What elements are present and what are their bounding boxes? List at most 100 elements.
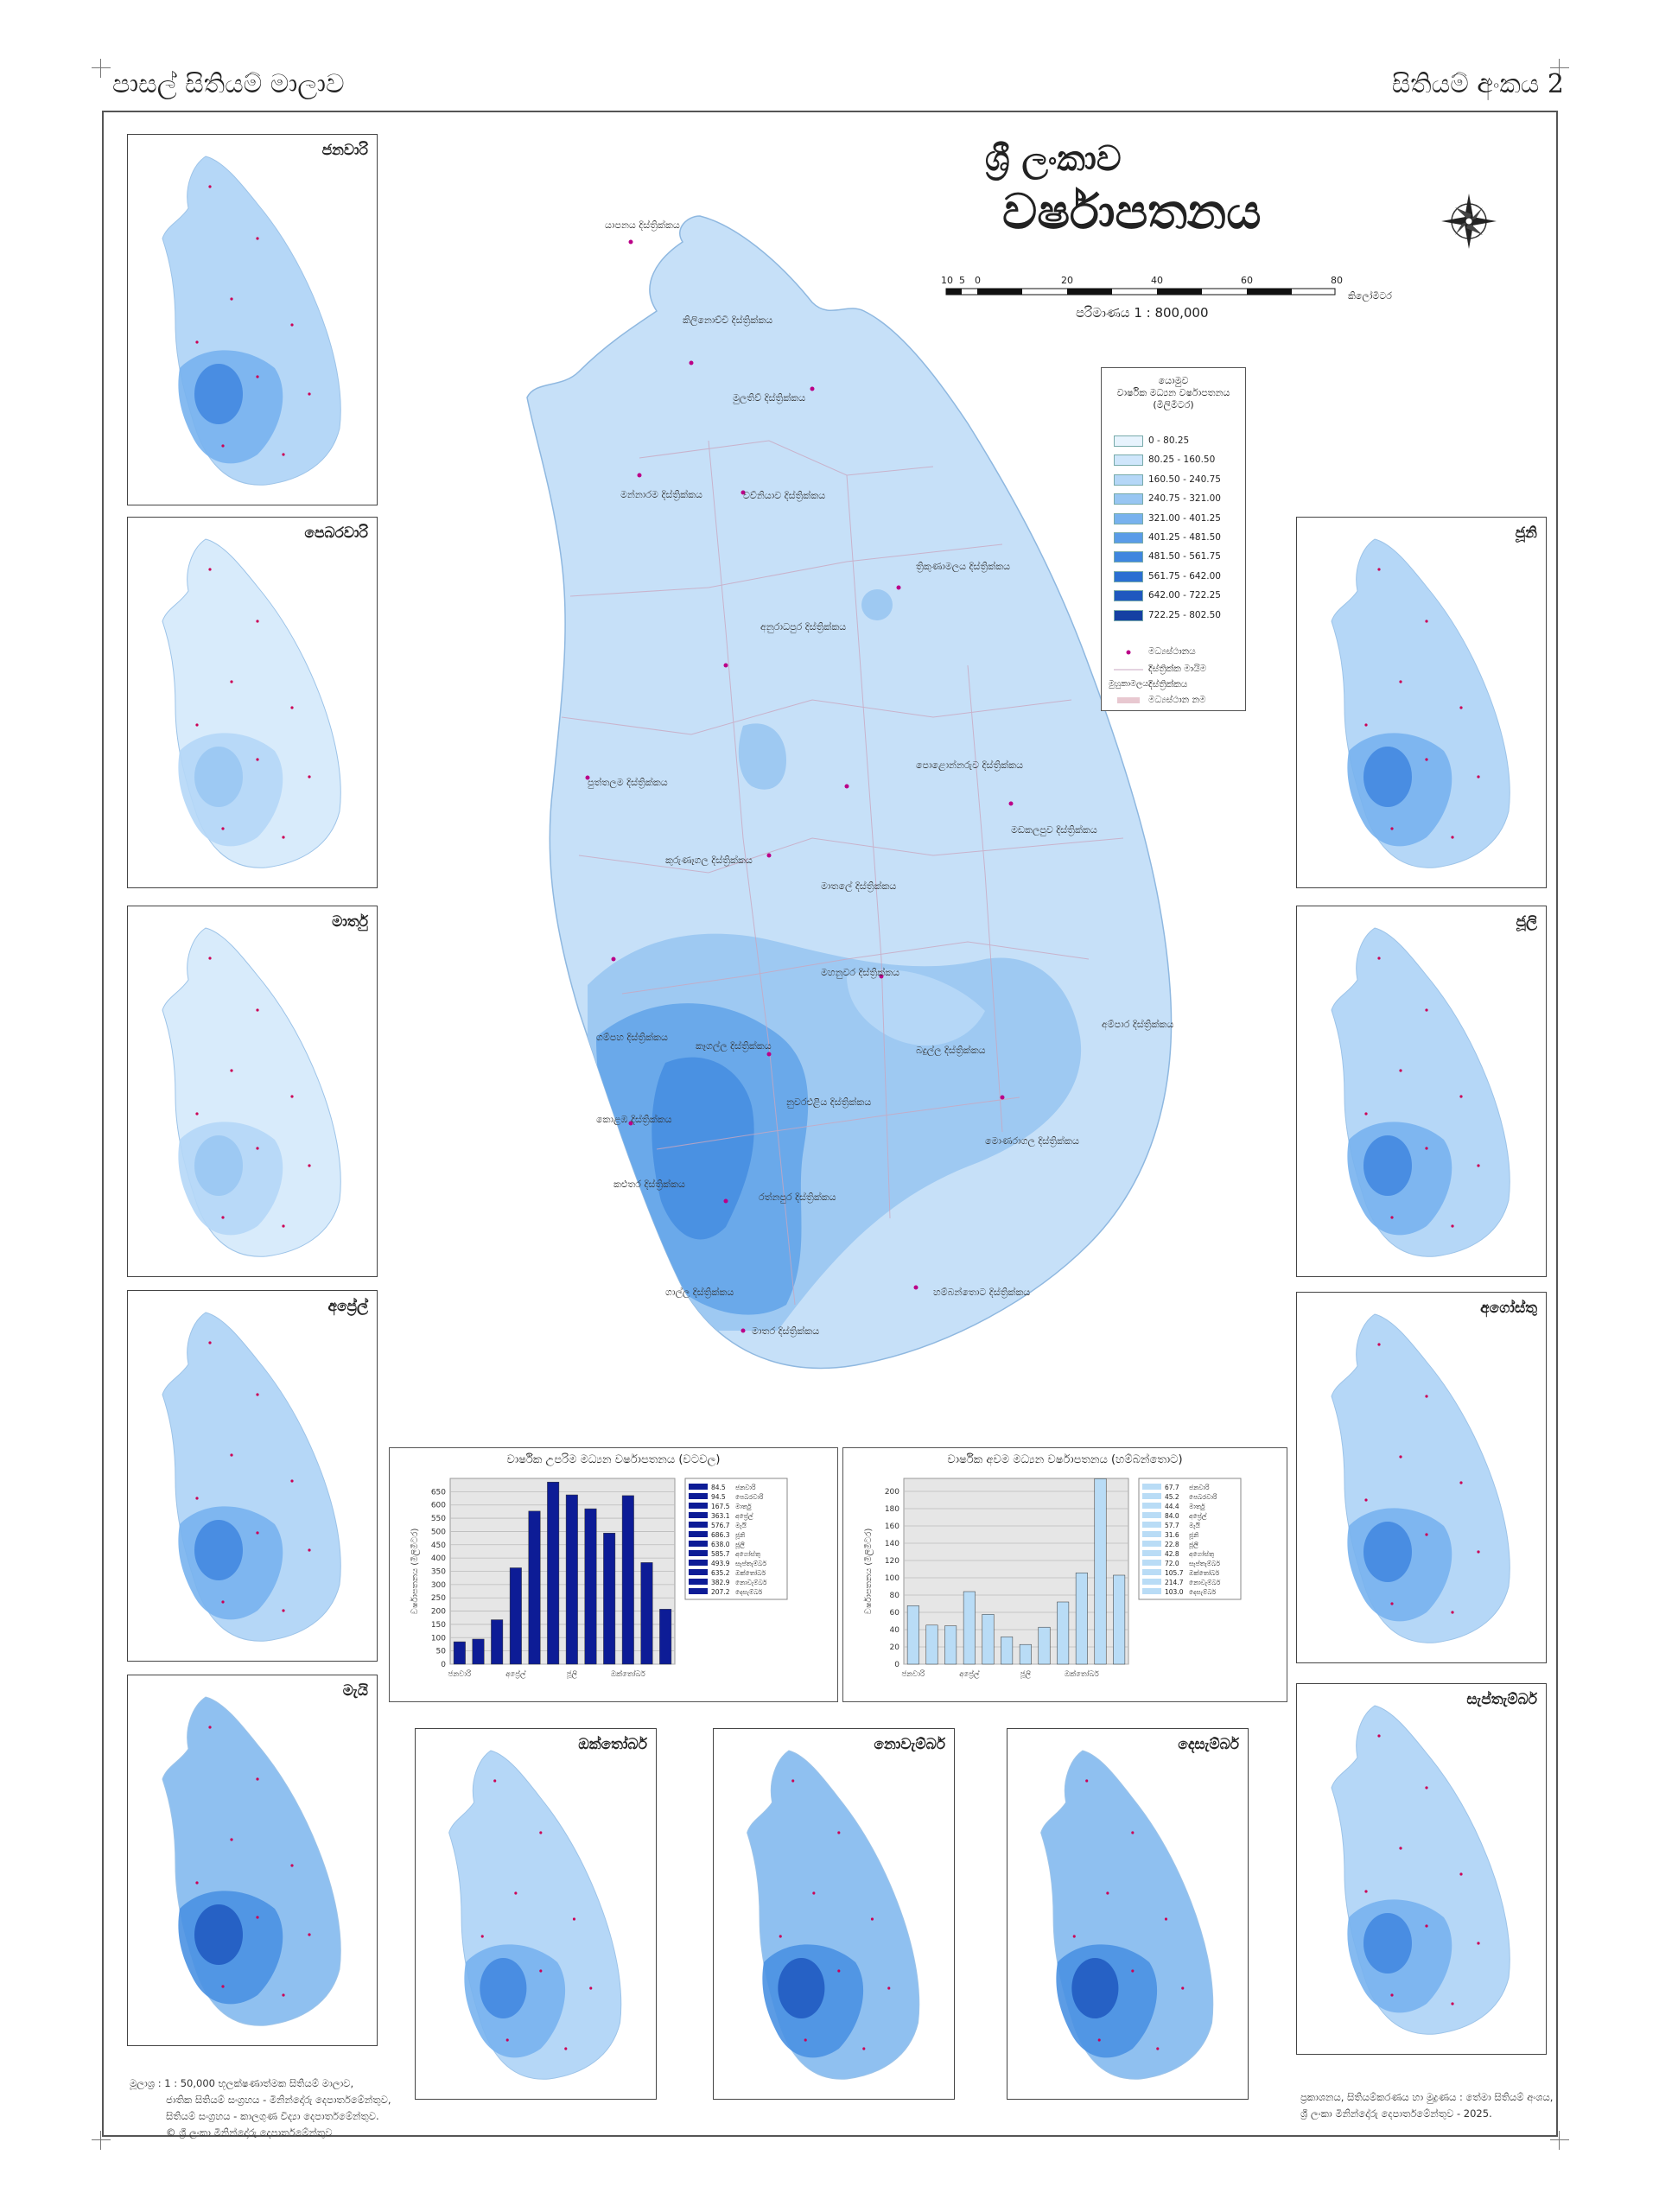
legend-month: මාර්තු (1189, 1502, 1205, 1510)
bar (603, 1533, 616, 1665)
legend-heading: වාර්ෂික මධ්‍යන වර්ෂාපතනය (1116, 387, 1230, 398)
district-label: ගම්පහ දිස්ත්‍රික්කය (596, 1032, 668, 1043)
bar (1001, 1637, 1014, 1665)
x-tick-label: ජූලි (1020, 1670, 1031, 1679)
legend-range: 80.25 - 160.50 (1148, 454, 1216, 466)
scale-tick: 60 (1241, 275, 1253, 286)
legend-value: 22.8 (1165, 1541, 1179, 1548)
legend-range: 401.25 - 481.50 (1148, 532, 1221, 543)
legend-value: 42.8 (1165, 1550, 1179, 1558)
legend-range: 240.75 - 321.00 (1148, 493, 1221, 505)
monthly-map-panel: දෙසැම්බර් (1007, 1728, 1249, 2100)
district-label: ත්‍රිකුණාමලය දිස්ත්‍රික්කය (916, 561, 1011, 572)
district-label: මාතර දිස්ත්‍රික්කය (752, 1325, 820, 1337)
legend-month: නොවැම්බර් (1189, 1578, 1221, 1586)
source-notes: මූලාශ්‍ර : 1 : 50,000 භූලක්ෂණාත්මක සිතිය… (130, 2075, 391, 2141)
legend-range: 481.50 - 561.75 (1148, 551, 1221, 563)
legend-class: 80.25 - 160.50 (1114, 454, 1239, 467)
legend-class: 160.50 - 240.75 (1114, 474, 1239, 487)
legend-month: ජූනි (1188, 1531, 1199, 1539)
bar (491, 1619, 504, 1665)
legend-swatch (1114, 435, 1143, 447)
legend-range: 642.00 - 722.25 (1148, 590, 1221, 601)
y-tick-label: 40 (890, 1626, 900, 1635)
legend-month: ජනවාරි (735, 1484, 756, 1491)
district-label: කුරුණෑගල දිස්ත්‍රික්කය (665, 855, 753, 866)
bar (1038, 1626, 1051, 1665)
scale-tick: 40 (1151, 275, 1163, 286)
district-label: මහනුවර දිස්ත්‍රික්කය (821, 967, 900, 978)
bar (584, 1508, 597, 1665)
legend-symbol-boundary: දිස්ත්‍රික්ක මායිම (1114, 664, 1207, 674)
legend-month: මැයි (1189, 1522, 1200, 1529)
bar (472, 1638, 485, 1665)
bar (925, 1624, 938, 1665)
legend-value: 382.9 (711, 1579, 730, 1586)
legend-swatch (689, 1512, 708, 1518)
monthly-map-panel: මැයි (127, 1675, 378, 2046)
district-label: හම්බන්තොට දිස්ත්‍රික්කය (933, 1287, 1031, 1298)
plot-area (903, 1478, 1129, 1665)
legend-swatch (689, 1484, 708, 1490)
chart-min-rainfall: වාර්ෂික අවම මධ්‍යන වර්ෂාපතනය (හම්බන්තොට)… (842, 1447, 1287, 1702)
y-tick-label: 80 (890, 1592, 900, 1600)
legend-class: 722.25 - 802.50 (1114, 609, 1239, 623)
y-tick-label: 140 (885, 1540, 899, 1548)
legend-value: 105.7 (1165, 1569, 1184, 1577)
series-name: පාසල් සිතියම් මාලාව (112, 69, 345, 99)
district-label: බදුල්ල දිස්ත්‍රික්කය (916, 1045, 986, 1056)
y-tick-label: 200 (431, 1608, 446, 1617)
main-title: වර්ෂාපතනය (1002, 183, 1262, 240)
bar (528, 1510, 541, 1665)
legend-month: මැයි (735, 1522, 747, 1529)
legend-swatch (1142, 1550, 1161, 1556)
month-label: ජූලි (1516, 913, 1537, 931)
x-tick-label: ඔක්තෝබර් (1065, 1669, 1100, 1679)
bar (509, 1567, 522, 1665)
district-label: වව්නියාව දිස්ත්‍රික්කය (743, 490, 826, 501)
y-tick-label: 650 (431, 1488, 446, 1497)
monthly-map-island (1331, 1313, 1510, 1643)
district-label: කොළඹ දිස්ත්‍රික්කය (596, 1114, 672, 1125)
north-arrow-icon (1441, 194, 1497, 249)
corner-mark (1550, 59, 1569, 78)
legend-swatch (1142, 1503, 1161, 1509)
legend-month: ජූලි (1188, 1541, 1198, 1549)
y-tick-label: 180 (885, 1505, 899, 1514)
bar (1075, 1573, 1088, 1665)
month-label: නොවැම්බර් (874, 1736, 945, 1753)
legend-symbol-district: මුහුකාමලය දිස්ත්‍රික්කය (1109, 679, 1188, 690)
legend-month: නොවැම්බර් (735, 1578, 767, 1586)
legend-range: 722.25 - 802.50 (1148, 609, 1221, 620)
legend-symbol-station: මධ්‍යස්ථානය (1114, 646, 1239, 659)
legend-value: 576.7 (711, 1522, 730, 1529)
legend-swatch (689, 1541, 708, 1547)
y-tick-label: 0 (441, 1661, 446, 1669)
scale-tick: 80 (1331, 275, 1343, 286)
monthly-map-island (162, 1696, 341, 2026)
month-label: පෙබරවාරි (304, 524, 368, 542)
y-axis-label: වර්ෂාපතනය (මිලිමීටර) (410, 1529, 420, 1615)
month-label: මාර්තු (332, 913, 368, 931)
bar (1094, 1478, 1107, 1665)
legend-value: 72.0 (1165, 1560, 1179, 1567)
y-tick-label: 450 (431, 1541, 446, 1550)
legend-swatch (689, 1493, 708, 1499)
legend-month: මාර්තු (735, 1502, 752, 1510)
y-tick-label: 160 (885, 1522, 899, 1531)
x-tick-label: ජූලි (566, 1670, 577, 1679)
monthly-map-island (1331, 927, 1510, 1257)
legend-month: දෙසැම්බර් (1189, 1587, 1217, 1596)
x-tick-label: ජනවාරි (901, 1669, 925, 1679)
y-tick-label: 20 (890, 1643, 900, 1652)
district-label: නුවරඑළිය දිස්ත්‍රික්කය (786, 1096, 872, 1108)
legend-month: ජූලි (734, 1541, 745, 1549)
monthly-map-island (448, 1750, 622, 2080)
district-label: මන්නාරම දිස්ත්‍රික්කය (620, 489, 702, 500)
district-label: රත්නපුර දිස්ත්‍රික්කය (759, 1192, 836, 1203)
legend-swatch (1142, 1541, 1161, 1547)
legend-class: 642.00 - 722.25 (1114, 590, 1239, 603)
bar (1019, 1643, 1032, 1665)
legend-swatch (689, 1588, 708, 1594)
legend-swatch (1142, 1484, 1161, 1490)
